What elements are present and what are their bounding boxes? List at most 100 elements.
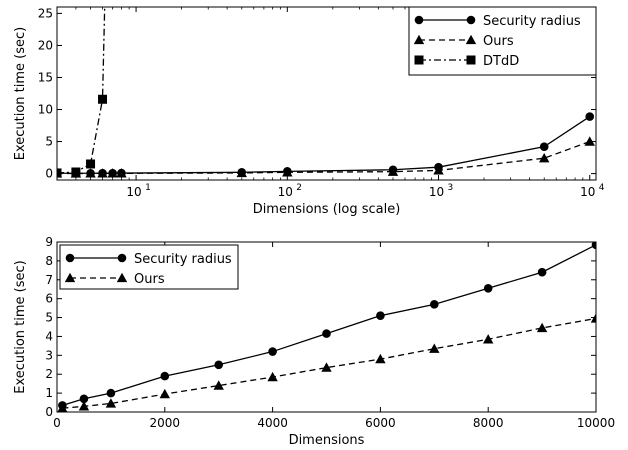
bottom-plot-frame [56,241,597,413]
bottom-series-security-radius-point [160,371,170,381]
bottom-legend: Security radius Ours [59,244,239,290]
top-series-dtdd-point [71,167,81,177]
top-xtick-label: 10 [429,185,444,199]
top-series-security-radius-point [585,112,595,121]
bottom-series-security-radius-line [62,244,596,407]
top-legend-entry-dtdd-marker [414,55,424,65]
bottom-series-ours-point [590,313,596,323]
bottom-series-ours-point [57,403,68,412]
bottom-ytick-label: 3 [45,348,53,362]
bottom-series-ours-point [483,334,494,344]
top-series-ours-point [107,168,118,178]
bottom-ytick-label: 1 [45,386,53,400]
bottom-legend-entry-security-radius-marker [65,253,75,263]
top-xtick-exponent: 3 [448,183,454,193]
bottom-xtick-label: 0 [53,416,61,430]
top-series-dtdd-point [86,159,96,169]
top-legend: Security radius Ours DTdD [408,6,597,76]
top-series-ours-line [57,140,590,175]
top-legend-entry-ours-marker [413,34,425,45]
bottom-legend-entry-ours-marker [116,272,128,283]
top-xtick-label: 10 [580,185,595,199]
top-xtick-label: 10 [278,185,293,199]
bottom-legend-entry-ours-marker [64,272,76,283]
bottom-series-ours-point [267,371,278,382]
top-series-ours-point [282,167,293,177]
bottom-yaxis-label: Execution time (sec) [13,260,28,394]
top-legend-entry-security-radius-label: Security radius [483,14,581,29]
bottom-series-ours-line [62,317,596,409]
top-series-ours-point [97,168,108,178]
bottom-series-ours-point [536,322,548,333]
bottom-series-security-radius-point [537,267,547,277]
top-ytick-label: 25 [38,6,53,20]
bottom-ytick-label: 5 [45,311,53,325]
bottom-series-security-radius-point [591,242,596,250]
bottom-series-ours-point [429,343,440,353]
top-ytick-label: 5 [45,135,53,149]
top-xtick-exponent: 2 [296,183,302,193]
bottom-series-security-radius-point [214,360,223,370]
bottom-series-security-radius-point [322,329,331,338]
top-series-dtdd-line [57,7,106,174]
bottom-series-security-radius-point [376,311,385,320]
bottom-xtick-label: 10000 [577,416,615,430]
top-legend-entry-dtdd-label: DTdD [483,54,519,69]
top-series-ours-point [433,165,444,175]
bottom-series-security-radius-point [268,347,277,356]
bottom-series-security-radius-point [79,394,89,404]
top-ytick-label: 0 [45,167,53,181]
bottom-ytick-label: 2 [45,367,53,381]
top-legend-entry-dtdd-marker [466,55,476,65]
top-series-security-radius-point [539,142,549,151]
bottom-series-ours-point [159,388,170,399]
bottom-series-security-radius-point [483,283,493,293]
bottom-xtick-label: 4000 [257,416,288,430]
bottom-axes: 0 1 2 3 4 5 6 7 8 9 0 2000 4000 6000 8000 10000 Dimensio… [13,235,615,448]
top-series-ours-point [387,166,399,176]
top-plot-area [57,7,595,178]
bottom-xtick-label: 6000 [365,416,396,430]
bottom-plot-area [57,242,596,412]
top-series-ours-point [236,167,247,178]
bottom-series-security-radius-point [430,300,439,309]
top-plot-frame [56,6,597,181]
top-series-ours-point [85,168,96,178]
bottom-ytick-label: 4 [45,329,53,343]
bottom-xtick-label: 2000 [150,416,181,430]
bottom-ytick-label: 7 [45,273,53,287]
top-series-ours-point [539,153,550,163]
top-legend-entry-security-radius-marker [414,15,424,25]
top-series-ours-point [116,168,127,178]
bottom-xtick-label: 8000 [473,416,504,430]
top-xtick-exponent: 4 [599,183,605,193]
top-legend-box [408,6,597,76]
top-yaxis-label: Execution time (sec) [13,27,28,161]
top-ytick-label: 15 [38,70,53,84]
top-legend-entry-ours-marker [465,34,477,45]
bottom-series-ours-point [105,398,117,408]
bottom-chart: 0 1 2 3 4 5 6 7 8 9 0 2000 4000 6000 8000 10000 Dimensio… [13,235,615,448]
top-ytick-label: 20 [38,38,53,52]
bottom-legend-entry-security-radius-marker [117,253,127,263]
bottom-xaxis-label: Dimensions [289,433,365,448]
top-ytick-label: 10 [38,103,53,117]
bottom-legend-entry-security-radius-label: Security radius [134,252,232,267]
top-xtick-label: 10 [126,185,141,199]
bottom-series-ours-point [375,353,386,364]
top-xtick-exponent: 1 [145,183,151,193]
top-series-dtdd-point [57,168,62,178]
bottom-series-ours-point [213,380,224,390]
top-legend-entry-ours-label: Ours [483,34,514,49]
top-series-ours-point [584,136,595,146]
bottom-legend-entry-ours-label: Ours [134,272,165,287]
top-series-security-radius-line [57,116,591,174]
top-xaxis-label: Dimensions (log scale) [253,202,401,217]
top-legend-entry-security-radius-marker [466,15,476,25]
bottom-series-ours-point [321,362,332,372]
bottom-legend-box [59,244,239,290]
bottom-ytick-label: 0 [45,405,53,419]
bottom-ytick-label: 6 [45,292,53,306]
